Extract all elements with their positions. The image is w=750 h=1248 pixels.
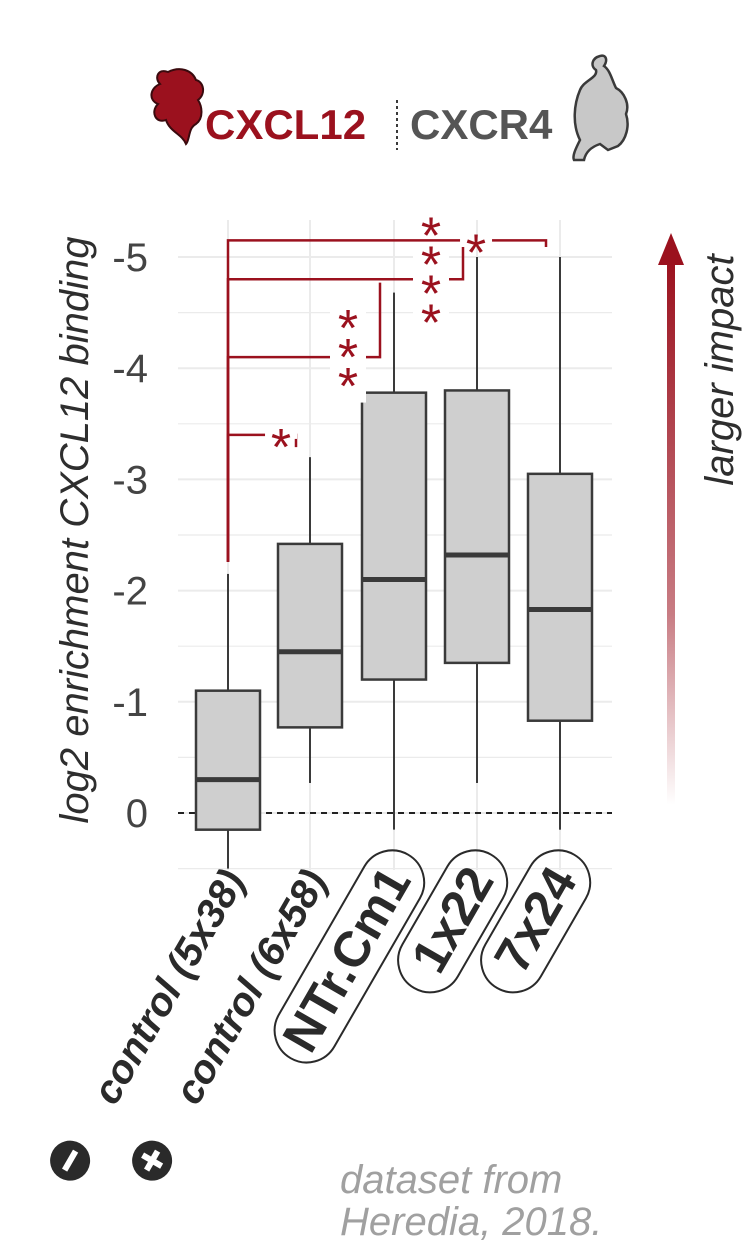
- significance-bracket: ***: [226, 282, 382, 562]
- footnote-line-1: dataset from: [340, 1158, 563, 1202]
- box-body: [360, 391, 428, 681]
- box-body: [194, 689, 262, 831]
- label-pill: [273, 849, 426, 1064]
- x-axis-labels: control (5x38)control (6x58)NTr.Cm11x227…: [50, 849, 592, 1181]
- label-pill: [480, 849, 592, 994]
- y-tick-label: -4: [112, 347, 148, 391]
- boxes: [194, 257, 594, 869]
- label-pill: [397, 849, 509, 994]
- y-tick-label: -2: [112, 570, 148, 614]
- box-3: [360, 292, 428, 830]
- cxcl12-protein-icon: [150, 68, 204, 146]
- impact-arrow-head: [658, 233, 684, 265]
- bracket-line: [226, 239, 548, 562]
- impact-arrow: [658, 233, 684, 805]
- box-body: [526, 472, 594, 722]
- y-tick-label: -5: [112, 236, 148, 280]
- impact-arrow-shaft: [667, 260, 675, 805]
- significance-stars: *: [271, 419, 291, 477]
- box-5: [526, 257, 594, 830]
- y-axis-label: log2 enrichment CXCL12 binding: [53, 236, 97, 823]
- y-tick-label: -3: [112, 458, 148, 502]
- significance-stars: ***: [338, 300, 358, 416]
- receptor-label: CXCR4: [410, 101, 553, 148]
- significance-stars: ****: [421, 208, 441, 353]
- ligand-label: CXCL12: [205, 101, 366, 148]
- y-axis-ticks: 0 -1 -2 -3 -4 -5: [112, 236, 148, 836]
- plus-bar-v: [141, 1152, 164, 1169]
- y-tick-label: 0: [126, 792, 148, 836]
- box-4: [443, 257, 511, 783]
- star-gap: [330, 303, 366, 403]
- significance-brackets: *********: [226, 208, 548, 562]
- chart-header: CXCL12 CXCR4: [150, 54, 629, 162]
- box-1: [194, 573, 262, 869]
- star-gap: [413, 211, 449, 340]
- y-tick-label: -1: [112, 681, 148, 725]
- star-gap: [265, 430, 298, 439]
- star-gap: [460, 236, 493, 245]
- box-body: [276, 542, 344, 729]
- impact-arrow-label: larger impact: [698, 253, 742, 486]
- box-body: [443, 389, 511, 665]
- footnote-line-2: Heredia, 2018.: [340, 1200, 603, 1244]
- minus-bar: [62, 1149, 79, 1172]
- box-2: [276, 457, 344, 783]
- significance-bracket: *: [226, 224, 548, 562]
- significance-stars: *: [466, 224, 486, 282]
- significance-bracket: *: [226, 419, 298, 562]
- cxcr4-receptor-icon: [572, 54, 629, 162]
